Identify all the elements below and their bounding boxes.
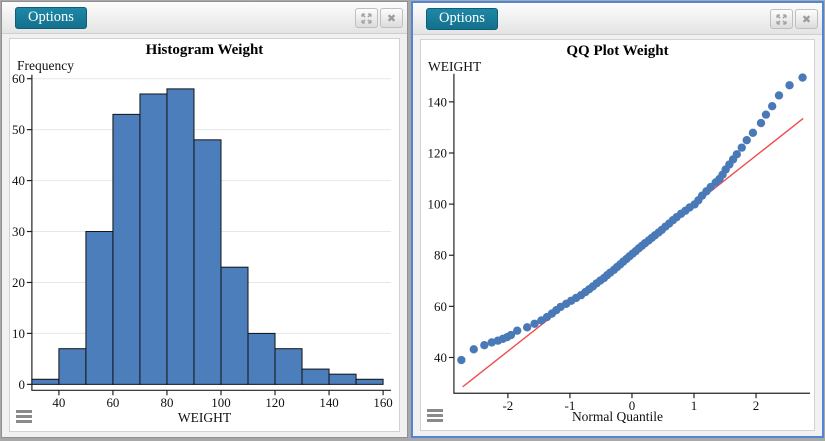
qq-plot-canvas[interactable]: -2 -1 0 1 2 40 60 80 100 120 140 (421, 40, 814, 430)
svg-text:1: 1 (691, 398, 697, 413)
qq-plot-title: QQ Plot Weight (566, 43, 669, 59)
svg-text:-1: -1 (565, 398, 576, 413)
histogram-x-axis-label: WEIGHT (177, 410, 232, 425)
svg-text:0: 0 (629, 398, 635, 413)
panel-header: Options ✖ (2, 2, 407, 34)
svg-text:60: 60 (106, 395, 119, 410)
maximize-button[interactable] (355, 8, 378, 28)
menu-grip-icon[interactable] (427, 407, 443, 425)
menu-grip-icon[interactable] (16, 408, 32, 426)
qq-plot-y-axis-label: WEIGHT (428, 59, 482, 74)
svg-text:40: 40 (52, 395, 65, 410)
svg-text:40: 40 (12, 173, 25, 188)
histogram-y-axis-label: Frequency (17, 58, 74, 73)
close-button[interactable]: ✖ (380, 8, 403, 28)
svg-text:40: 40 (434, 350, 447, 365)
options-button[interactable]: Options (426, 8, 498, 30)
close-icon: ✖ (386, 11, 397, 25)
histogram-canvas[interactable]: 40 60 80 100 120 140 160 0 10 20 30 40 50 60 (10, 39, 399, 431)
panel-histogram: Options ✖ 40 60 80 100 120 140 160 0 10 20 30 40 50 6… (1, 1, 408, 438)
maximize-button[interactable] (770, 9, 793, 29)
histogram-title: Histogram Weight (145, 42, 264, 58)
options-button[interactable]: Options (15, 7, 87, 29)
svg-text:100: 100 (427, 197, 446, 212)
qq-plot-x-axis-label: Normal Quantile (571, 409, 664, 424)
panel-header: Options ✖ (413, 3, 822, 35)
svg-text:60: 60 (434, 299, 447, 314)
svg-text:60: 60 (12, 71, 25, 86)
histogram-chart-area[interactable]: 40 60 80 100 120 140 160 0 10 20 30 40 50 60 Histogra… (9, 38, 400, 432)
expand-arrows-icon (361, 12, 372, 24)
svg-text:140: 140 (319, 395, 338, 410)
svg-text:50: 50 (12, 122, 25, 137)
svg-text:100: 100 (211, 395, 230, 410)
svg-text:0: 0 (18, 377, 24, 392)
close-icon: ✖ (801, 12, 812, 26)
svg-text:2: 2 (753, 398, 759, 413)
svg-text:140: 140 (427, 94, 446, 109)
svg-text:20: 20 (12, 275, 25, 290)
qq-plot-chart-area[interactable]: -2 -1 0 1 2 40 60 80 100 120 140 QQ Plot Weight WE… (420, 39, 815, 431)
svg-text:80: 80 (161, 395, 174, 410)
svg-text:30: 30 (12, 224, 25, 239)
svg-text:-2: -2 (502, 398, 513, 413)
svg-text:120: 120 (265, 395, 284, 410)
header-buttons: ✖ (770, 9, 818, 29)
svg-text:80: 80 (434, 248, 447, 263)
svg-text:120: 120 (427, 145, 446, 160)
header-buttons: ✖ (355, 8, 403, 28)
panel-qq-plot: Options ✖ -2 -1 0 1 2 40 60 80 100 120 140 QQ Plot… (411, 1, 824, 438)
svg-text:160: 160 (373, 395, 392, 410)
close-button[interactable]: ✖ (795, 9, 818, 29)
expand-arrows-icon (776, 13, 787, 25)
svg-text:10: 10 (12, 326, 25, 341)
